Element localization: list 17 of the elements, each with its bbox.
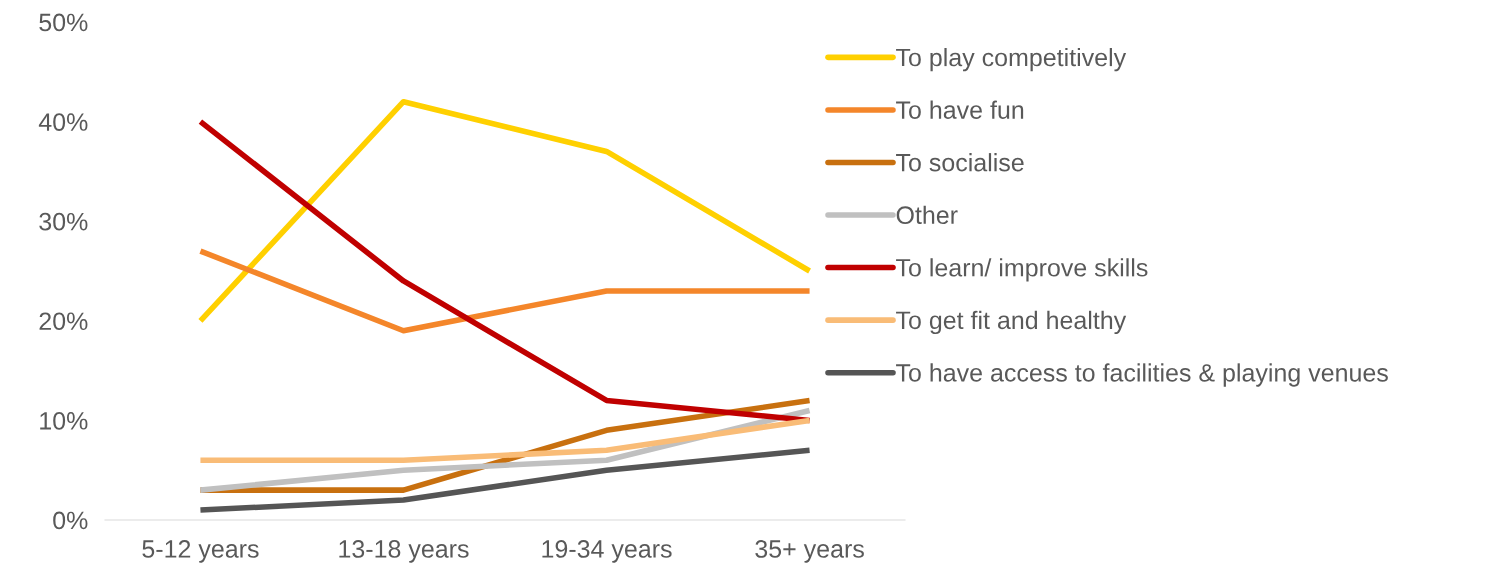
y-tick-label: 0% — [53, 511, 88, 530]
y-tick-label: 30% — [39, 212, 88, 231]
legend-label: To get fit and healthy — [896, 310, 1127, 335]
y-tick-label: 50% — [39, 13, 88, 32]
legend-label: Other — [896, 205, 958, 225]
legend-label: To learn/ improve skills — [896, 258, 1148, 282]
y-tick-label: 40% — [38, 113, 88, 131]
legend-label: To socialise — [896, 153, 1024, 172]
legend-label: To play competitively — [896, 48, 1127, 72]
x-tick-label: 13-18 years — [339, 540, 469, 563]
x-tick-label: 35+ years — [755, 540, 864, 563]
x-tick-label: 5-12 years — [142, 540, 259, 563]
y-tick-label: 10% — [40, 412, 88, 430]
x-tick-label: 19-34 years — [542, 540, 672, 563]
y-tick-label: 20% — [39, 312, 88, 331]
legend-label: To have access to facilities & playing venues — [896, 363, 1388, 387]
legend-label: To have fun — [896, 100, 1024, 119]
